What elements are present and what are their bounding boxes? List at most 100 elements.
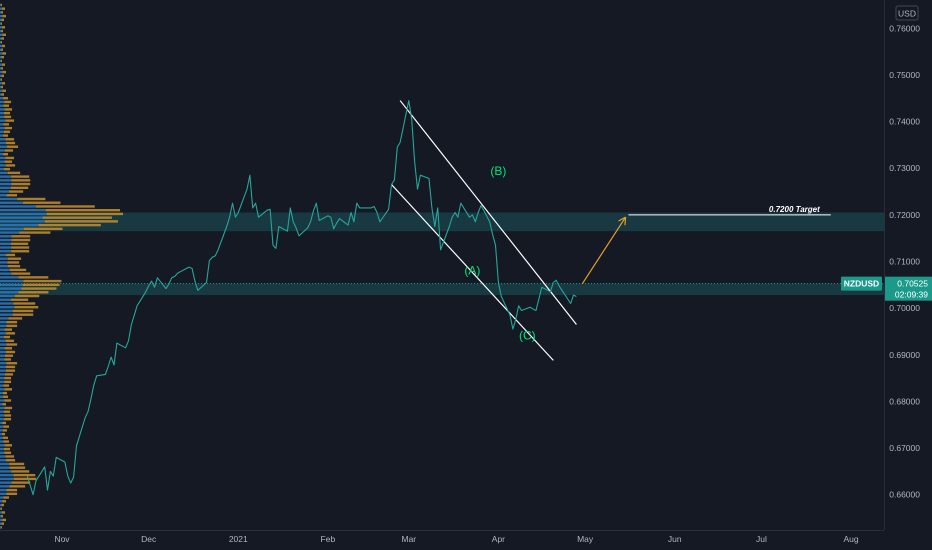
profile-bar-primary <box>0 500 3 503</box>
profile-bar-primary <box>0 93 2 96</box>
profile-bar-secondary <box>1 432 6 436</box>
zone-layer <box>0 212 884 296</box>
profile-bar-secondary <box>2 33 6 36</box>
profile-bar-secondary <box>4 380 12 384</box>
annotation-layer <box>391 100 627 361</box>
profile-bar-secondary <box>4 347 13 350</box>
profile-bar-primary <box>0 522 2 525</box>
profile-bar-primary <box>0 309 13 313</box>
profile-bar-secondary <box>3 167 11 171</box>
price-tick-label: 0.71000 <box>889 257 920 267</box>
profile-bar-primary <box>0 391 3 395</box>
profile-bar-secondary <box>3 425 10 428</box>
profile-bar-primary <box>0 48 2 51</box>
profile-bar-primary <box>0 231 20 234</box>
profile-bar-secondary <box>3 496 10 499</box>
profile-bar-secondary <box>9 466 26 469</box>
profile-bar-primary <box>0 406 5 410</box>
profile-bar-primary <box>0 264 8 268</box>
profile-bar-secondary <box>18 291 49 294</box>
profile-bar-primary <box>0 63 2 66</box>
profile-bar-secondary <box>4 414 12 417</box>
profile-bar-primary <box>0 97 4 100</box>
profile-bar-secondary <box>8 317 23 320</box>
profile-bar-secondary <box>21 287 57 290</box>
profile-bar-primary <box>0 515 2 518</box>
profile-bar-secondary <box>3 104 10 107</box>
profile-bar-primary <box>0 335 4 339</box>
profile-bar-primary <box>0 503 2 507</box>
profile-bar-secondary <box>8 257 22 260</box>
price-tick-label: 0.75000 <box>889 70 920 80</box>
price-axis[interactable]: 0.76000 0.75000 0.74000 0.73000 0.72000 0.710… <box>884 0 932 530</box>
profile-bar-primary <box>0 44 2 48</box>
profile-bar-secondary <box>1 44 5 48</box>
profile-bar-primary <box>0 477 14 481</box>
wave-label-layer: (A) (B) (C) <box>464 164 535 342</box>
profile-bar-primary <box>0 70 3 74</box>
price-tick-label: 0.67000 <box>889 443 920 453</box>
profile-bar-secondary <box>7 261 20 264</box>
price-axis-background <box>884 0 932 530</box>
profile-bar-primary <box>0 78 1 81</box>
profile-bar-secondary <box>2 500 6 503</box>
profile-bar-primary <box>0 26 2 29</box>
profile-bar-primary <box>0 485 10 488</box>
profile-bar-primary <box>0 11 2 14</box>
profile-bar-primary <box>0 164 6 167</box>
profile-bar-primary <box>0 82 2 85</box>
profile-bar-primary <box>0 361 7 365</box>
profile-bar-primary <box>0 194 7 197</box>
profile-bar-primary <box>0 417 5 421</box>
profile-bar-secondary <box>36 205 95 208</box>
profile-bar-secondary <box>4 376 12 380</box>
profile-bar-primary <box>0 197 18 201</box>
profile-bar-secondary <box>2 14 6 18</box>
profile-bar-primary <box>0 14 3 18</box>
profile-bar-secondary <box>3 335 11 339</box>
profile-bar-primary <box>0 156 6 160</box>
profile-bar-primary <box>0 358 5 361</box>
profile-bar-secondary <box>1 522 4 525</box>
profile-bar-primary <box>0 272 12 275</box>
profile-bar-secondary <box>5 253 16 257</box>
profile-bar-secondary <box>12 313 34 316</box>
time-axis[interactable]: Nov Dec 2021 Feb Mar Apr May Jun Jul Aug <box>0 530 932 550</box>
profile-bar-secondary <box>5 138 15 141</box>
price-tick-label: 0.69000 <box>889 350 920 360</box>
profile-bar-secondary <box>5 365 16 369</box>
profile-bar-secondary <box>1 511 5 514</box>
price-tick-label: 0.72000 <box>889 210 920 220</box>
profile-bar-primary <box>0 313 13 316</box>
profile-bar-primary <box>0 354 5 357</box>
profile-bar-primary <box>0 343 7 346</box>
profile-bar-primary <box>0 291 19 294</box>
profile-bar-primary <box>0 429 3 432</box>
profile-bar-secondary <box>14 294 40 298</box>
profile-bar-primary <box>0 403 3 406</box>
profile-bar-primary <box>0 7 2 10</box>
profile-bar-primary <box>0 55 2 59</box>
profile-bar-primary <box>0 414 5 417</box>
profile-bar-secondary <box>19 231 51 234</box>
profile-bar-primary <box>0 89 3 92</box>
price-series-line <box>26 100 577 496</box>
profile-bar-secondary <box>4 100 12 104</box>
time-axis-background <box>0 530 932 550</box>
profile-bar-primary <box>0 186 11 189</box>
profile-bar-primary <box>0 167 4 171</box>
profile-bar-secondary <box>1 85 3 89</box>
profile-bar-secondary <box>6 488 18 492</box>
currency-button[interactable]: USD <box>895 5 919 21</box>
profile-bar-primary <box>0 328 5 331</box>
profile-bar-primary <box>0 380 5 384</box>
profile-bar-primary <box>0 526 1 529</box>
profile-bar-primary <box>0 41 1 44</box>
time-axis-ticks: Nov Dec 2021 Feb Mar Apr May Jun Jul Aug <box>54 534 858 544</box>
profile-bar-secondary <box>14 306 39 309</box>
time-tick-label: Jul <box>756 534 767 544</box>
profile-bar-secondary <box>2 52 6 55</box>
profile-bar-secondary <box>5 164 16 167</box>
profile-bar-primary <box>0 250 12 253</box>
